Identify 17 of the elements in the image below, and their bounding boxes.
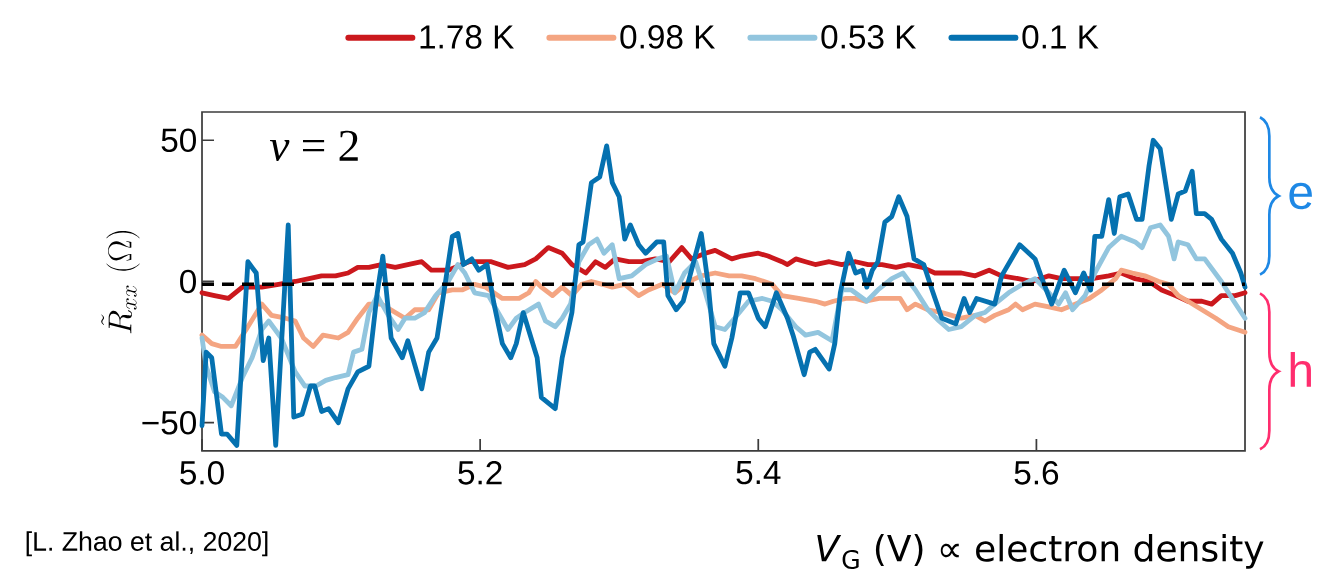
text: e [1289, 182, 1312, 210]
x-tick-label: 5.6 [1014, 461, 1059, 485]
annotation: ν = 2 [269, 130, 358, 162]
x-axis-title: V$_{G}$ (V) ∝ electron density [817, 533, 1264, 569]
y-tick-label: 50 [161, 128, 196, 153]
x-tick-label: 5.0 [180, 461, 224, 485]
legend-label: 0.1 K [1022, 25, 1099, 49]
legend-label: 0.98 K [620, 25, 716, 49]
y-axis-title: $\tilde{R}_{xx}\ (\Omega)$ [101, 231, 140, 334]
x-tick-label: 5.2 [458, 461, 502, 485]
text: [L. Zhao et al., 2020] [26, 531, 268, 557]
y-tick-label: 0 [180, 269, 196, 294]
x-tick-label: 5.4 [736, 461, 781, 485]
legend-label: 0.53 K [821, 25, 917, 49]
legend-label: 1.78 K [420, 25, 514, 49]
text: h [1290, 351, 1311, 387]
y-tick-label: −50 [142, 410, 196, 435]
